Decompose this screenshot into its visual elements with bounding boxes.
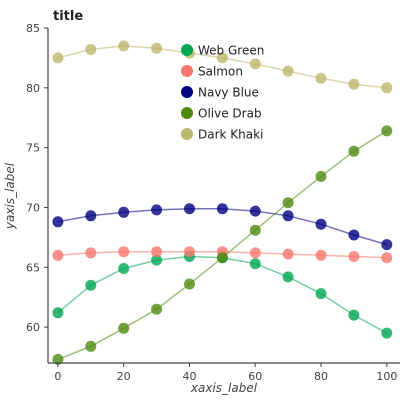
series-line-olive-drab <box>57 130 388 361</box>
legend-swatch <box>181 107 193 119</box>
legend-swatch <box>181 65 193 77</box>
data-point-olive-drab <box>216 252 228 264</box>
data-point-dark-khaki <box>216 52 228 64</box>
x-tick-layer: 0 20 40 60 80 100 <box>54 363 397 383</box>
series-layer <box>52 40 393 365</box>
data-point-navy-blue <box>184 203 195 215</box>
data-point-olive-drab <box>282 197 294 209</box>
data-point-salmon <box>118 246 130 258</box>
data-point-salmon <box>151 246 163 258</box>
legend-item-dark-khaki: Dark Khaki <box>181 128 263 142</box>
data-point-olive-drab <box>315 170 327 182</box>
data-point-dark-khaki <box>85 44 97 55</box>
data-point-web-green <box>381 327 393 339</box>
data-point-dark-khaki <box>118 40 130 52</box>
axes-layer <box>47 28 400 364</box>
data-point-dark-khaki <box>315 72 327 84</box>
data-point-olive-drab <box>85 340 97 352</box>
data-point-dark-khaki <box>151 42 163 54</box>
legend-label: Salmon <box>198 65 243 79</box>
series-olive-drab <box>52 125 393 365</box>
legend-swatch <box>181 128 193 140</box>
data-point-navy-blue <box>52 216 64 228</box>
legend-label: Web Green <box>198 44 264 58</box>
data-point-salmon <box>85 247 97 259</box>
y-axis-label: yaxis_label <box>3 162 17 230</box>
y-tick-label: 75 <box>26 142 40 155</box>
data-point-navy-blue <box>151 204 163 216</box>
data-point-salmon <box>315 249 327 261</box>
data-point-navy-blue <box>216 203 228 215</box>
legend-label: Olive Drab <box>198 107 262 121</box>
legend-item-web-green: Web Green <box>181 44 264 58</box>
data-point-web-green <box>249 258 261 270</box>
data-point-web-green <box>282 271 294 283</box>
data-point-salmon <box>381 252 393 264</box>
data-point-navy-blue <box>315 218 327 230</box>
x-axis-label: xaxis_label <box>190 381 258 395</box>
data-point-navy-blue <box>85 210 97 222</box>
y-tick-label: 60 <box>26 321 40 334</box>
legend-swatch <box>181 44 193 56</box>
data-point-dark-khaki <box>249 58 261 70</box>
legend: Web Green Salmon Navy Blue Olive Drab Dark K… <box>181 44 264 142</box>
x-tick-label: 60 <box>248 370 262 383</box>
series-line-web-green <box>57 255 388 334</box>
data-point-salmon <box>52 249 64 261</box>
y-tick-label: 85 <box>26 22 40 35</box>
data-point-navy-blue <box>348 229 360 241</box>
chart-title: title <box>53 9 83 24</box>
legend-item-olive-drab: Olive Drab <box>181 107 262 121</box>
series-navy-blue <box>52 203 393 251</box>
data-point-olive-drab <box>118 322 130 334</box>
data-point-olive-drab <box>249 224 261 236</box>
data-point-web-green <box>52 307 64 319</box>
legend-item-navy-blue: Navy Blue <box>181 86 259 100</box>
data-point-olive-drab <box>151 303 163 315</box>
x-tick-label: 0 <box>54 370 61 383</box>
data-point-salmon <box>184 246 195 258</box>
x-tick-label: 100 <box>376 370 397 383</box>
data-point-dark-khaki <box>52 52 64 64</box>
legend-item-salmon: Salmon <box>181 65 243 79</box>
legend-swatch <box>181 86 193 98</box>
data-point-salmon <box>282 248 294 260</box>
y-tick-layer: 60 65 70 75 80 85 <box>26 22 48 334</box>
data-point-olive-drab <box>52 353 64 365</box>
x-tick-label: 80 <box>314 370 328 383</box>
x-tick-label: 40 <box>182 370 196 383</box>
data-point-olive-drab <box>348 145 360 157</box>
y-tick-label: 70 <box>26 201 40 214</box>
legend-label: Navy Blue <box>198 86 259 100</box>
data-point-navy-blue <box>282 210 294 222</box>
data-point-olive-drab <box>184 278 195 290</box>
data-point-navy-blue <box>118 206 130 218</box>
data-point-salmon <box>249 247 261 259</box>
x-tick-label: 20 <box>117 370 131 383</box>
data-point-dark-khaki <box>348 78 360 90</box>
y-tick-label: 80 <box>26 82 40 95</box>
data-point-salmon <box>348 251 360 262</box>
data-point-web-green <box>348 309 360 321</box>
data-point-web-green <box>315 288 327 300</box>
data-point-navy-blue <box>249 205 261 217</box>
series-web-green <box>52 251 393 339</box>
data-point-web-green <box>118 263 130 274</box>
data-point-dark-khaki <box>282 65 294 77</box>
data-point-web-green <box>151 254 163 266</box>
series-dark-khaki <box>52 40 393 94</box>
y-tick-label: 65 <box>26 261 40 274</box>
legend-label: Dark Khaki <box>198 128 263 142</box>
data-point-dark-khaki <box>381 82 393 94</box>
data-point-web-green <box>85 279 97 291</box>
data-point-navy-blue <box>381 239 393 251</box>
data-point-olive-drab <box>381 125 393 137</box>
